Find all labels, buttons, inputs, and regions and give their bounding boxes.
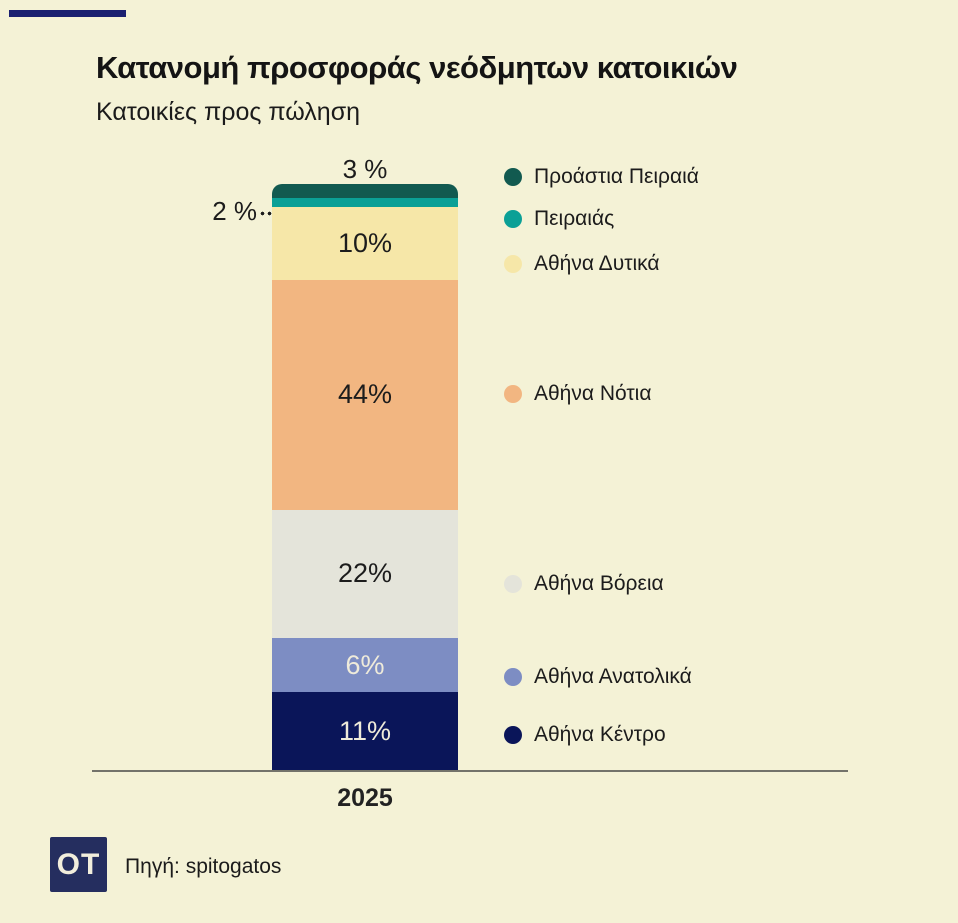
legend-label: Πειραιάς (534, 207, 615, 230)
segment-value-label-athina-anatolika: 6% (345, 649, 385, 680)
segment-value-label-athina-kentro: 11% (338, 715, 392, 746)
legend-dot-icon (504, 210, 522, 228)
legend-dot-icon (504, 255, 522, 273)
segment-value-label-athina-dytika: 10% (337, 228, 393, 259)
legend-dot-icon (504, 668, 522, 686)
legend-label: Αθήνα Κέντρο (534, 723, 666, 746)
bar-segment-athina-notia[interactable]: 44% (272, 280, 458, 510)
bar-segment-athina-voreia[interactable]: 22% (272, 509, 458, 638)
bar-segment-athina-kentro[interactable]: 11% (272, 692, 458, 770)
legend-dot-icon (504, 168, 522, 186)
legend-item-athina-kentro[interactable]: Αθήνα Κέντρο (504, 722, 666, 748)
chart-subtitle: Κατοικίες προς πώληση (96, 98, 361, 126)
legend-label: Αθήνα Νότια (534, 382, 652, 405)
legend-label: Αθήνα Βόρεια (534, 572, 664, 595)
segment-value-label-athina-notia: 44% (337, 379, 393, 410)
segment-value-label-proastia-peiraia: 3 % (342, 154, 388, 184)
legend-item-athina-voreia[interactable]: Αθήνα Βόρεια (504, 571, 664, 597)
legend-dot-icon (504, 575, 522, 593)
legend-item-athina-anatolika[interactable]: Αθήνα Ανατολικά (504, 664, 692, 690)
accent-bar (9, 10, 126, 17)
bar-segment-peiraias[interactable] (272, 197, 458, 208)
stacked-bar-2025: 10% 44% 22% 6% 11% (272, 184, 458, 770)
legend-item-proastia-peiraia[interactable]: Προάστια Πειραιά (504, 164, 699, 190)
x-axis-tick-label: 2025 (337, 784, 393, 812)
x-axis-line (92, 770, 848, 772)
legend-dot-icon (504, 726, 522, 744)
segment-value-label-peiraias: 2 % (120, 195, 272, 226)
legend-label: Αθήνα Δυτικά (534, 252, 660, 275)
chart-title: Κατανομή προσφοράς νεόδμητων κατοικιών (96, 50, 738, 85)
legend-label: Αθήνα Ανατολικά (534, 665, 692, 688)
segment-value-text-peiraias: 2 % (212, 195, 257, 226)
legend-label: Προάστια Πειραιά (534, 165, 699, 188)
bar-segment-athina-dytika[interactable]: 10% (272, 207, 458, 281)
legend-item-peiraias[interactable]: Πειραιάς (504, 206, 614, 232)
source-text: Πηγή: spitogatos (125, 855, 282, 878)
legend-dot-icon (504, 385, 522, 403)
legend-item-athina-dytika[interactable]: Αθήνα Δυτικά (504, 251, 660, 277)
segment-value-label-athina-voreia: 22% (337, 558, 393, 589)
legend-item-athina-notia[interactable]: Αθήνα Νότια (504, 381, 652, 407)
bar-segment-athina-anatolika[interactable]: 6% (272, 637, 458, 693)
bar-segment-proastia-peiraia[interactable] (272, 184, 458, 198)
leader-dots-icon (259, 210, 272, 216)
ot-logo[interactable]: OT (50, 837, 107, 892)
